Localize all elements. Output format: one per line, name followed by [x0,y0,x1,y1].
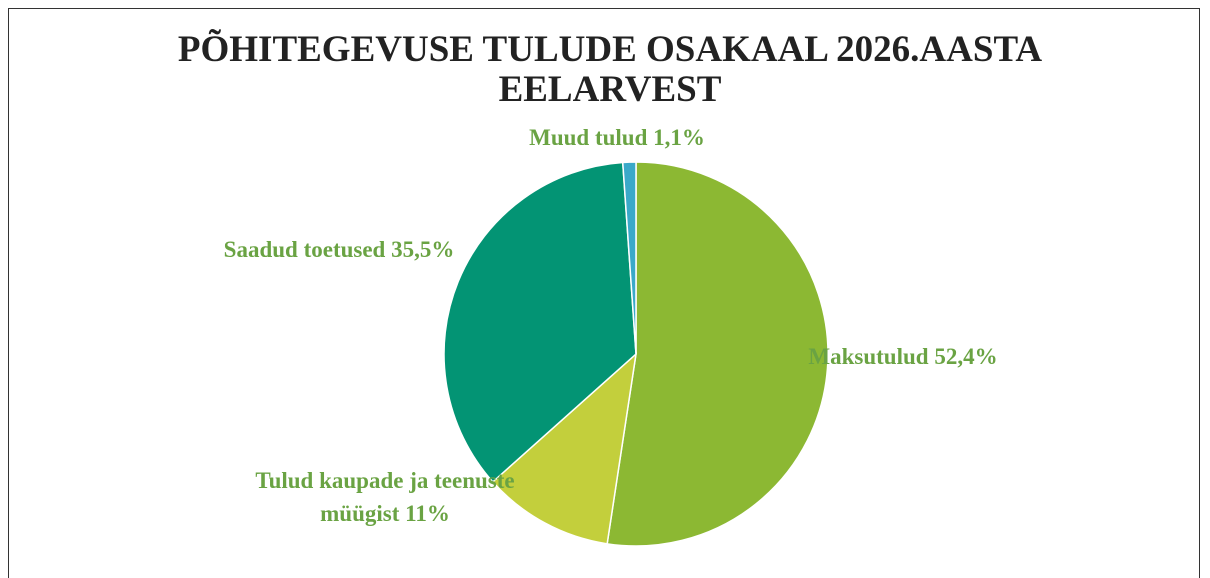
data-label: Muud tulud 1,1% [467,121,767,154]
chart-frame [8,8,1200,578]
pie-slice [443,161,637,483]
value-label: 11% [405,501,450,526]
data-label: Saadud toetused 35,5% [219,233,459,266]
pie-slice [621,161,637,355]
category-label: Muud tulud [529,125,648,150]
value-label: 1,1% [653,125,705,150]
pie-slice [491,352,638,545]
category-label: Tulud kaupade ja teenuste müügist [255,468,515,526]
category-label: Saadud toetused [223,237,386,262]
category-label: Maksutulud [808,344,929,369]
data-label: Tulud kaupade ja teenuste müügist 11% [255,464,515,530]
pie-slice [606,161,829,547]
value-label: 35,5% [391,237,455,262]
data-label: Maksutulud 52,4% [803,340,1003,373]
value-label: 52,4% [934,344,998,369]
chart-title: PÕHITEGEVUSE TULUDE OSAKAAL 2026.AASTA E… [177,29,1043,110]
